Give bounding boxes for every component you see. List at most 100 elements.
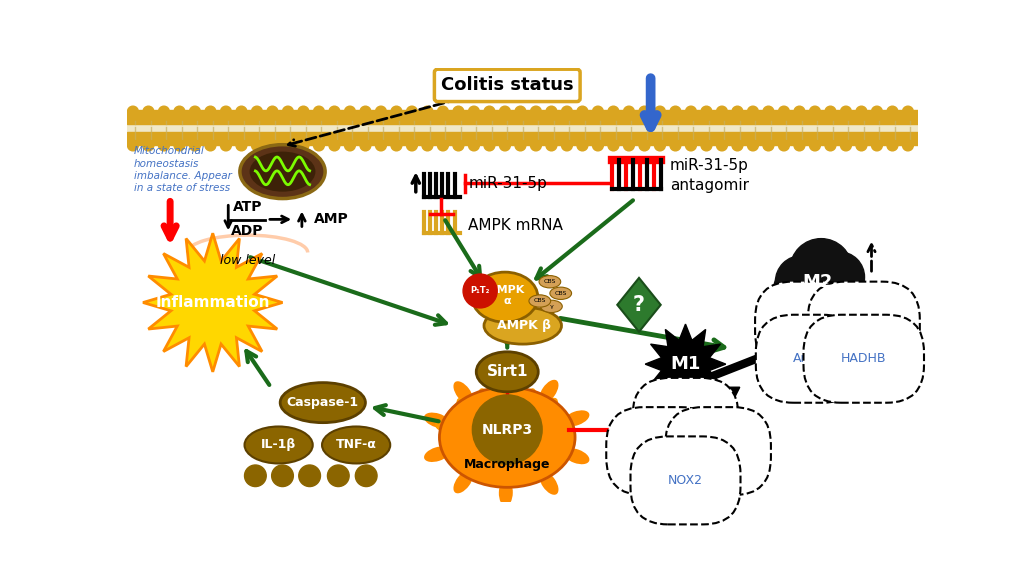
Circle shape xyxy=(329,106,339,117)
Text: HADHB: HADHB xyxy=(841,352,886,365)
Circle shape xyxy=(560,106,572,117)
Circle shape xyxy=(468,140,479,151)
Circle shape xyxy=(484,140,494,151)
Text: TGF-β: TGF-β xyxy=(845,319,881,332)
Circle shape xyxy=(220,140,231,151)
Polygon shape xyxy=(645,324,726,404)
Ellipse shape xyxy=(540,300,561,312)
Circle shape xyxy=(793,106,804,117)
Circle shape xyxy=(824,106,835,117)
Text: TNF-α: TNF-α xyxy=(643,444,680,457)
Text: AMPK mRNA: AMPK mRNA xyxy=(468,218,562,233)
Circle shape xyxy=(463,274,496,308)
Circle shape xyxy=(654,140,664,151)
Text: ADP: ADP xyxy=(231,224,264,238)
Circle shape xyxy=(499,106,510,117)
Circle shape xyxy=(592,140,603,151)
Circle shape xyxy=(158,106,169,117)
Text: AMPK β: AMPK β xyxy=(497,319,550,332)
Text: M1: M1 xyxy=(669,355,700,373)
Text: miR-31-5p
antagomir: miR-31-5p antagomir xyxy=(669,158,748,193)
Circle shape xyxy=(787,274,827,314)
Circle shape xyxy=(902,140,912,151)
Circle shape xyxy=(355,465,377,487)
Circle shape xyxy=(407,106,417,117)
Text: Inflammation: Inflammation xyxy=(155,295,270,310)
Ellipse shape xyxy=(453,470,473,494)
Circle shape xyxy=(375,140,386,151)
Circle shape xyxy=(732,140,742,151)
Circle shape xyxy=(205,140,216,151)
Circle shape xyxy=(870,106,881,117)
Text: NOX2: NOX2 xyxy=(667,474,702,487)
Circle shape xyxy=(607,140,619,151)
Ellipse shape xyxy=(544,398,557,412)
Circle shape xyxy=(127,106,139,117)
Circle shape xyxy=(747,140,757,151)
Circle shape xyxy=(855,106,866,117)
Circle shape xyxy=(143,140,154,151)
Circle shape xyxy=(143,106,154,117)
Circle shape xyxy=(282,106,293,117)
Circle shape xyxy=(313,106,324,117)
Circle shape xyxy=(700,140,711,151)
Circle shape xyxy=(298,140,309,151)
Ellipse shape xyxy=(245,426,313,464)
Circle shape xyxy=(205,106,216,117)
Circle shape xyxy=(174,106,184,117)
Circle shape xyxy=(468,106,479,117)
Ellipse shape xyxy=(322,426,390,464)
Circle shape xyxy=(298,106,309,117)
Text: miR-31-5p: miR-31-5p xyxy=(468,175,547,191)
Text: CBS: CBS xyxy=(554,291,567,296)
Ellipse shape xyxy=(549,287,571,299)
Circle shape xyxy=(762,106,773,117)
Circle shape xyxy=(472,395,541,464)
Text: low level: low level xyxy=(220,254,275,267)
Circle shape xyxy=(245,465,266,487)
Circle shape xyxy=(545,106,556,117)
Circle shape xyxy=(638,106,649,117)
Circle shape xyxy=(360,106,371,117)
Text: γ: γ xyxy=(549,304,552,309)
Text: iNOS: iNOS xyxy=(702,444,733,457)
Circle shape xyxy=(530,140,541,151)
Circle shape xyxy=(299,465,320,487)
Circle shape xyxy=(174,140,184,151)
Circle shape xyxy=(577,106,587,117)
Ellipse shape xyxy=(472,272,537,322)
Circle shape xyxy=(499,140,510,151)
Circle shape xyxy=(638,140,649,151)
Ellipse shape xyxy=(439,387,575,487)
Bar xyxy=(127,131,917,146)
Circle shape xyxy=(715,140,727,151)
Circle shape xyxy=(840,106,851,117)
Circle shape xyxy=(715,106,727,117)
Bar xyxy=(127,110,917,124)
Circle shape xyxy=(777,106,789,117)
Circle shape xyxy=(607,106,619,117)
Circle shape xyxy=(190,140,200,151)
Circle shape xyxy=(773,270,810,306)
Circle shape xyxy=(592,106,603,117)
Circle shape xyxy=(669,140,681,151)
Circle shape xyxy=(530,106,541,117)
Circle shape xyxy=(654,106,664,117)
Circle shape xyxy=(515,106,526,117)
Ellipse shape xyxy=(457,398,470,412)
Circle shape xyxy=(127,140,139,151)
Text: AMPK
α: AMPK α xyxy=(489,285,525,306)
Circle shape xyxy=(560,140,572,151)
Circle shape xyxy=(812,252,864,302)
Circle shape xyxy=(360,140,371,151)
Circle shape xyxy=(762,140,773,151)
Circle shape xyxy=(623,140,634,151)
Circle shape xyxy=(545,140,556,151)
Text: CBS: CBS xyxy=(543,279,555,284)
Text: ?: ? xyxy=(633,295,644,315)
Circle shape xyxy=(774,255,827,308)
Text: Colitis status: Colitis status xyxy=(440,76,573,94)
Polygon shape xyxy=(723,387,739,403)
Text: IL-10: IL-10 xyxy=(792,319,822,332)
Polygon shape xyxy=(616,278,660,332)
